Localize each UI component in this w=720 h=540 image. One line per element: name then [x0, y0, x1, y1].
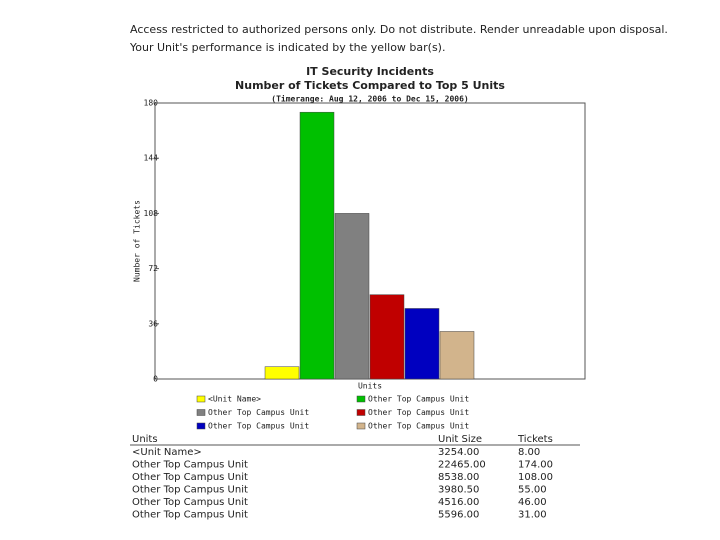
- bar: [369, 294, 405, 380]
- chart-title: IT Security Incidents: [306, 65, 434, 78]
- y-tick-label: 108: [144, 209, 159, 218]
- table-cell: Other Top Campus Unit: [132, 497, 248, 508]
- bar: [299, 111, 335, 380]
- table-cell: Other Top Campus Unit: [132, 510, 248, 521]
- table-cell: 22465.00: [438, 460, 486, 471]
- y-tick-label: 180: [144, 99, 159, 108]
- table-cell: 174.00: [518, 460, 553, 471]
- legend-label: Other Top Campus Unit: [368, 422, 469, 431]
- table-cell: 46.00: [518, 497, 547, 508]
- legend-swatch: [196, 395, 206, 403]
- y-tick-label: 144: [144, 154, 159, 163]
- table-cell: 108.00: [518, 472, 553, 483]
- legend-swatch: [356, 422, 366, 430]
- table-cell: 3254.00: [438, 447, 479, 458]
- legend-label: Other Top Campus Unit: [368, 395, 469, 404]
- bar: [404, 308, 440, 380]
- table-header: Units: [132, 434, 158, 445]
- x-axis-label: Units: [358, 382, 382, 391]
- table-cell: 8538.00: [438, 472, 479, 483]
- legend-swatch: [196, 422, 206, 430]
- table-cell: Other Top Campus Unit: [132, 460, 248, 471]
- notice: Access restricted to authorized persons …: [130, 23, 668, 36]
- legend-label: <Unit Name>: [208, 395, 261, 404]
- bar: [439, 331, 475, 380]
- table-cell: 55.00: [518, 485, 547, 496]
- y-tick-label: 36: [148, 319, 158, 328]
- chart-subtitle: Number of Tickets Compared to Top 5 Unit…: [235, 79, 505, 92]
- table-cell: Other Top Campus Unit: [132, 485, 248, 496]
- notice: Your Unit's performance is indicated by …: [129, 41, 445, 54]
- table-cell: 8.00: [518, 447, 540, 458]
- bar: [264, 366, 300, 380]
- y-tick-label: 72: [148, 264, 158, 273]
- table-cell: Other Top Campus Unit: [132, 472, 248, 483]
- table-cell: 5596.00: [438, 510, 479, 521]
- legend-swatch: [356, 395, 366, 403]
- bar: [334, 213, 370, 380]
- legend-label: Other Top Campus Unit: [208, 408, 309, 417]
- legend-swatch: [196, 409, 206, 416]
- legend-label: Other Top Campus Unit: [208, 422, 309, 431]
- legend-label: Other Top Campus Unit: [368, 408, 469, 417]
- table-header: Tickets: [517, 434, 553, 445]
- timerange: (Timerange: Aug 12, 2006 to Dec 15, 2006…: [271, 94, 468, 104]
- table-header: Unit Size: [438, 434, 482, 445]
- table-cell: <Unit Name>: [132, 447, 202, 458]
- legend-swatch: [356, 409, 366, 416]
- y-axis-label: Number of Tickets: [133, 200, 142, 282]
- table-cell: 3980.50: [438, 485, 479, 496]
- table-cell: 4516.00: [438, 497, 479, 508]
- table-cell: 31.00: [518, 510, 547, 521]
